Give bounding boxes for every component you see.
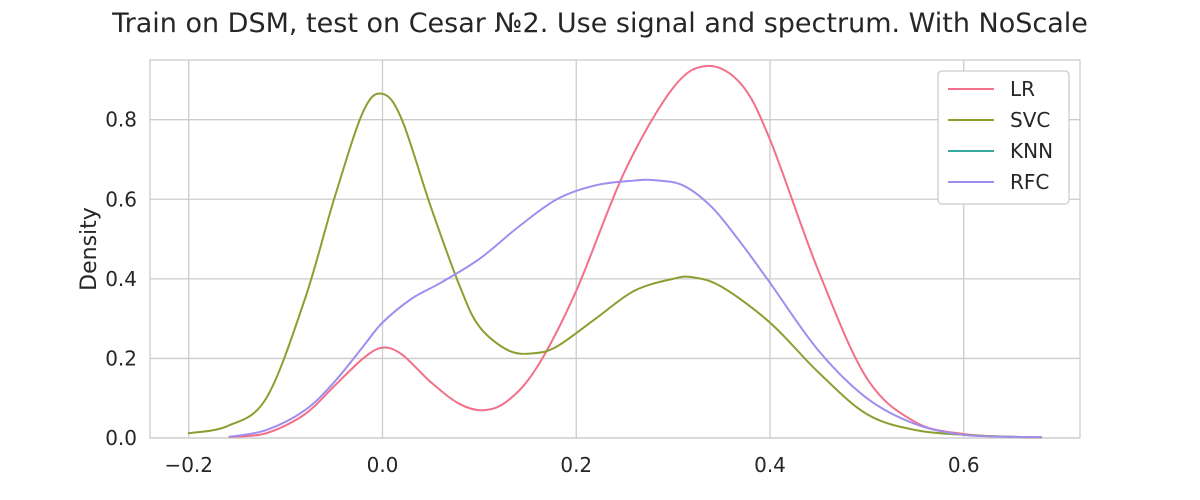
series-line-lr bbox=[228, 64, 1043, 439]
legend-label-knn: KNN bbox=[1010, 139, 1053, 163]
y-tick-label: 0.8 bbox=[105, 108, 137, 132]
x-tick-label: 0.0 bbox=[367, 453, 399, 477]
legend: LR SVC KNN RFC bbox=[937, 70, 1070, 205]
x-tick-label: 0.4 bbox=[754, 453, 786, 477]
legend-label-svc: SVC bbox=[1010, 108, 1050, 132]
chart-title: Train on DSM, test on Cesar №2. Use sign… bbox=[111, 8, 1088, 39]
y-axis-ticks: 0.0 0.2 0.4 0.6 0.8 bbox=[105, 108, 137, 450]
x-tick-label: 0.6 bbox=[948, 453, 980, 477]
y-axis-label: Density bbox=[77, 207, 102, 291]
series-lines bbox=[187, 64, 1043, 439]
y-tick-label: 0.6 bbox=[105, 187, 137, 211]
y-tick-label: 0.0 bbox=[105, 426, 137, 450]
y-tick-label: 0.4 bbox=[105, 267, 137, 291]
series-line-svc bbox=[187, 92, 1043, 439]
legend-box bbox=[937, 70, 1070, 205]
x-tick-label: 0.2 bbox=[560, 453, 592, 477]
plot-frame bbox=[149, 59, 1081, 439]
legend-label-rfc: RFC bbox=[1010, 170, 1049, 194]
x-axis-ticks: −0.2 0.0 0.2 0.4 0.6 bbox=[164, 453, 979, 477]
y-tick-label: 0.2 bbox=[105, 346, 137, 370]
legend-label-lr: LR bbox=[1010, 77, 1035, 101]
series-line-rfc bbox=[228, 178, 1043, 439]
x-tick-label: −0.2 bbox=[164, 453, 213, 477]
